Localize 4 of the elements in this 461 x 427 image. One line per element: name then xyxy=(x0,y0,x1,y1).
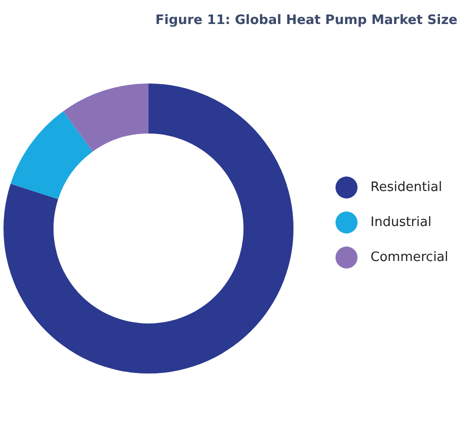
legend-label: Commercial xyxy=(370,250,448,265)
legend-label: Industrial xyxy=(370,215,432,230)
chart-title: Figure 11: Global Heat Pump Market Size xyxy=(155,13,458,28)
legend-label: Residential xyxy=(370,180,442,195)
